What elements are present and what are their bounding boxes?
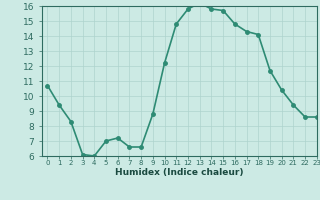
X-axis label: Humidex (Indice chaleur): Humidex (Indice chaleur): [115, 168, 244, 177]
